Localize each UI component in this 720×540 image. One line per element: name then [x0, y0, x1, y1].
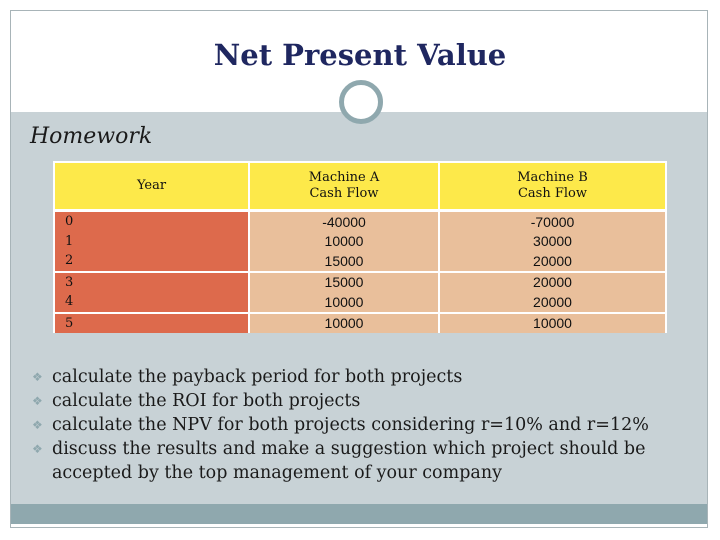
header-line: Cash Flow — [309, 186, 379, 201]
table-row: 1 10000 30000 — [53, 231, 667, 251]
machine-a-cell: 10000 — [248, 311, 440, 333]
year-cell: 1 — [53, 231, 250, 251]
machine-a-cell: -40000 — [248, 209, 440, 232]
list-item: ❖ calculate the payback period for both … — [30, 365, 670, 389]
task-text: calculate the NPV for both projects cons… — [52, 415, 649, 435]
homework-task-list: ❖ calculate the payback period for both … — [30, 365, 670, 485]
machine-b-cell: 20000 — [438, 292, 667, 313]
year-cell: 0 — [53, 209, 250, 232]
table-row: 5 10000 10000 — [53, 311, 667, 333]
bullet-icon: ❖ — [32, 370, 43, 384]
bullet-icon: ❖ — [32, 394, 43, 408]
machine-a-cell: 10000 — [248, 292, 440, 313]
task-text: calculate the ROI for both projects — [52, 391, 361, 411]
table-header-row: Year Machine A Cash Flow Machine B Cash Fl… — [53, 161, 667, 212]
header-line: Machine A — [308, 170, 380, 185]
machine-a-cell: 15000 — [248, 251, 440, 272]
slide-title: Net Present Value — [213, 38, 507, 72]
task-text: calculate the payback period for both pr… — [52, 367, 463, 387]
bullet-icon: ❖ — [32, 418, 43, 432]
year-cell: 3 — [53, 270, 250, 292]
machine-b-cell: -70000 — [438, 209, 667, 232]
footer-bar — [11, 504, 707, 524]
machine-b-cell: 20000 — [438, 251, 667, 272]
header-line: Cash Flow — [517, 186, 587, 201]
year-cell: 4 — [53, 292, 250, 313]
list-item: ❖ calculate the NPV for both projects co… — [30, 413, 670, 437]
table-row: 2 15000 20000 — [53, 251, 667, 272]
header-year: Year — [53, 161, 250, 212]
table-row: 3 15000 20000 — [53, 270, 667, 292]
year-cell: 5 — [53, 311, 250, 333]
list-item: ❖ discuss the results and make a suggest… — [30, 437, 670, 485]
task-text: discuss the results and make a suggestio… — [52, 439, 646, 483]
table-row: 4 10000 20000 — [53, 292, 667, 313]
bullet-icon: ❖ — [32, 442, 43, 456]
machine-b-cell: 30000 — [438, 231, 667, 251]
year-cell: 2 — [53, 251, 250, 272]
header-line: Machine B — [517, 170, 588, 185]
decorative-circle-icon — [339, 80, 383, 124]
list-item: ❖ calculate the ROI for both projects — [30, 389, 670, 413]
slide-frame — [10, 10, 708, 528]
machine-a-cell: 15000 — [248, 270, 440, 292]
slide-subtitle: Homework — [30, 124, 153, 149]
machine-b-cell: 20000 — [438, 270, 667, 292]
cash-flow-table: Year Machine A Cash Flow Machine B Cash Fl… — [53, 161, 667, 333]
header-machine-b: Machine B Cash Flow — [438, 161, 667, 212]
header-machine-a: Machine A Cash Flow — [248, 161, 440, 212]
machine-b-cell: 10000 — [438, 311, 667, 333]
table-row: 0 -40000 -70000 — [53, 209, 667, 232]
machine-a-cell: 10000 — [248, 231, 440, 251]
